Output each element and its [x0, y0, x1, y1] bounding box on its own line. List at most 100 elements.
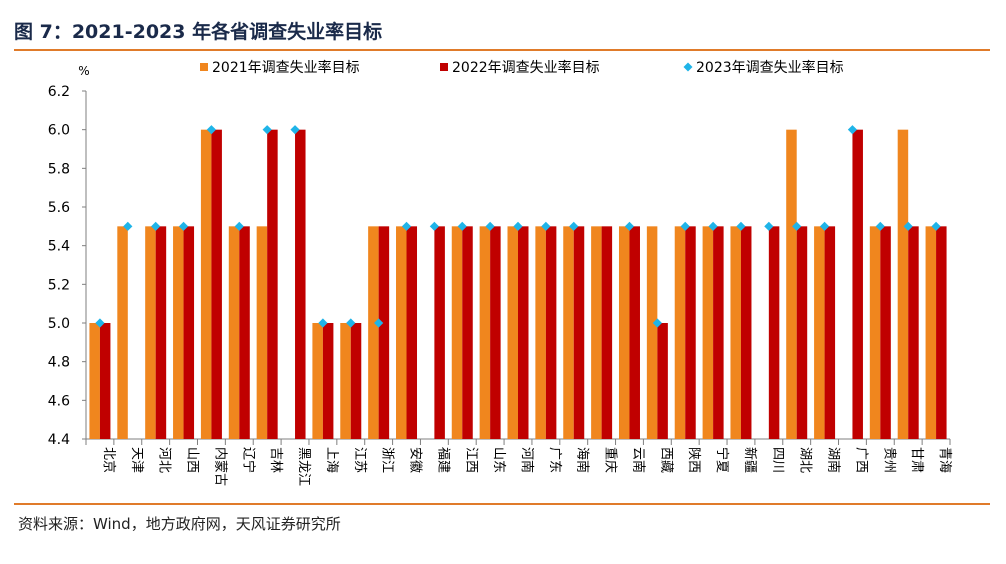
marker-2023	[346, 318, 356, 328]
bar-2021	[256, 226, 268, 439]
bar-2021	[89, 323, 100, 439]
legend-swatch	[683, 62, 693, 72]
bar-2021	[869, 226, 881, 439]
y-tick-label: 6.2	[48, 84, 70, 100]
source-rule	[14, 503, 990, 505]
bar-2022	[434, 226, 445, 439]
bar-2021	[897, 129, 909, 439]
y-tick-label: 5.4	[48, 239, 70, 255]
legend-item-1: 2021年调查失业率目标	[200, 59, 360, 76]
bar-2021	[117, 226, 128, 439]
bar-2022	[322, 323, 334, 439]
bar-2022	[740, 226, 752, 439]
bar-2022	[406, 226, 418, 439]
x-tick-label: 黑龙江	[296, 447, 311, 486]
bar-2021	[702, 226, 714, 439]
x-tick-label: 贵州	[881, 447, 896, 473]
marker-2023	[429, 221, 439, 231]
x-tick-label: 湖北	[798, 447, 813, 473]
marker-2023	[931, 221, 941, 231]
marker-2023	[290, 125, 300, 135]
bar-2021	[340, 323, 351, 439]
y-tick-label: 5.8	[48, 161, 70, 177]
x-tick-label: 江苏	[352, 447, 368, 473]
marker-2023	[792, 221, 802, 231]
marker-2023	[569, 221, 579, 231]
bar-2022	[573, 226, 585, 439]
marker-2023	[708, 221, 718, 231]
marker-2023	[206, 125, 217, 135]
marker-2023	[234, 221, 244, 231]
bar-2021	[507, 226, 518, 439]
marker-2023	[903, 221, 913, 231]
chart-legend: 2021年调查失业率目标 2022年调查失业率目标 2023年调查失业率目标	[200, 59, 844, 76]
x-tick-label: 海南	[575, 447, 591, 473]
marker-2023	[401, 221, 412, 231]
legend-item-2: 2022年调查失业率目标	[440, 59, 600, 76]
bar-2021	[535, 226, 546, 439]
bar-2022	[629, 226, 640, 439]
bar-2021	[228, 226, 240, 439]
bar-2021	[591, 226, 602, 439]
bar-2021	[925, 226, 937, 439]
bar-2022	[518, 226, 529, 439]
source-note: 资料来源：Wind，地方政府网，天风证券研究所	[18, 515, 341, 533]
marker-2023	[178, 221, 189, 231]
y-tick-label: 4.6	[48, 393, 70, 409]
bar-2022	[350, 323, 362, 439]
x-tick-label: 陕西	[686, 447, 701, 473]
title-rule	[14, 49, 990, 51]
bar-2022	[183, 226, 195, 439]
bar-2021	[786, 129, 797, 439]
bar-2022	[267, 129, 278, 439]
y-axis-unit-label: %	[78, 64, 89, 78]
bar-2022	[99, 323, 111, 439]
x-tick-label: 福建	[435, 447, 450, 473]
bar-2022	[378, 226, 390, 439]
x-tick-label: 吉林	[268, 447, 283, 473]
bar-2022	[239, 226, 250, 439]
x-tick-label: 内蒙古	[212, 447, 228, 486]
marker-2023	[457, 221, 467, 231]
marker-2023	[318, 318, 328, 328]
marker-2023	[819, 221, 830, 231]
x-tick-label: 西藏	[658, 447, 673, 473]
x-tick-label: 云南	[630, 447, 646, 473]
bar-2021	[646, 226, 658, 439]
legend-label: 2023年调查失业率目标	[696, 59, 844, 76]
bar-2021	[312, 323, 323, 439]
marker-2023	[123, 221, 133, 231]
bar-2022	[601, 226, 613, 439]
x-tick-label: 上海	[324, 447, 339, 473]
bar-2021	[200, 129, 212, 439]
bar-2022	[462, 226, 473, 439]
bar-2021	[814, 226, 825, 439]
bar-2021	[563, 226, 574, 439]
bar-2022	[295, 129, 306, 439]
x-tick-label: 湖南	[826, 447, 842, 473]
bar-2022	[211, 129, 222, 439]
x-tick-label: 新疆	[742, 447, 758, 473]
marker-2023	[513, 221, 523, 231]
y-tick-label: 4.8	[48, 355, 70, 371]
x-tick-label: 浙江	[380, 447, 395, 473]
x-tick-label: 青海	[937, 447, 952, 473]
bar-2021	[479, 226, 491, 439]
marker-2023	[374, 318, 384, 328]
bar-2022	[657, 323, 668, 439]
x-tick-label: 河北	[157, 447, 172, 473]
legend-label: 2022年调查失业率目标	[452, 59, 600, 76]
bar-2022	[852, 129, 863, 439]
bar-2022	[908, 226, 919, 439]
y-tick-label: 5.6	[48, 200, 70, 216]
bar-2022	[880, 226, 891, 439]
legend-item-3: 2023年调查失业率目标	[683, 59, 844, 76]
bar-2021	[618, 226, 630, 439]
bar-2021	[396, 226, 407, 439]
x-tick-label: 山东	[491, 447, 506, 473]
legend-label: 2021年调查失业率目标	[212, 59, 360, 76]
bar-2021	[730, 226, 741, 439]
bar-2022	[545, 226, 557, 439]
x-tick-label: 甘肃	[909, 447, 924, 473]
x-tick-label: 广东	[547, 447, 562, 473]
